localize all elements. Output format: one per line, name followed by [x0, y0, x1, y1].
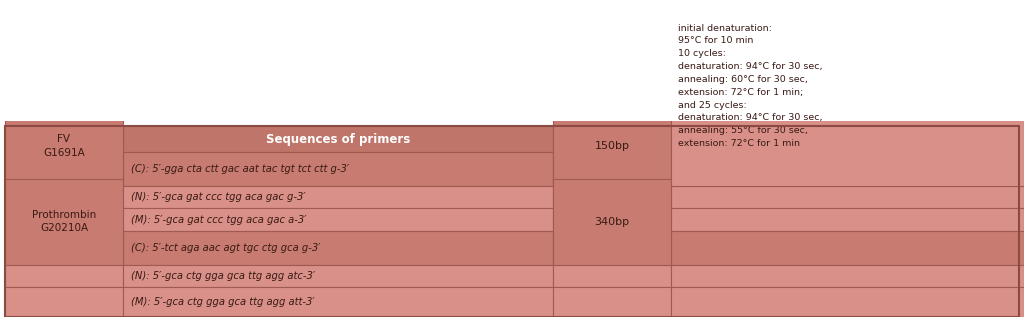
- Bar: [671, 265, 1024, 288]
- Bar: [553, 265, 671, 288]
- Bar: [123, 288, 553, 317]
- Bar: [553, 288, 671, 317]
- Bar: [5, 152, 123, 185]
- Bar: [553, 231, 671, 265]
- Bar: [553, 152, 671, 185]
- Bar: [671, 126, 1024, 152]
- Text: (N): 5′-gca gat ccc tgg aca gac g-3′: (N): 5′-gca gat ccc tgg aca gac g-3′: [131, 192, 306, 202]
- Text: PCR Thermal profile: PCR Thermal profile: [781, 133, 913, 146]
- Bar: [5, 126, 123, 152]
- Bar: [5, 179, 123, 265]
- Text: (N): 5′-gca ctg gga gca ttg agg atc-3′: (N): 5′-gca ctg gga gca ttg agg atc-3′: [131, 271, 315, 281]
- Bar: [671, 185, 1024, 208]
- Bar: [5, 231, 123, 265]
- Text: (C): 5′-gga cta ctt gac aat tac tgt tct ctt g-3′: (C): 5′-gga cta ctt gac aat tac tgt tct …: [131, 164, 349, 174]
- Bar: [553, 107, 671, 185]
- Text: PCR products: PCR products: [570, 134, 653, 144]
- Text: FV
G1691A: FV G1691A: [43, 134, 85, 158]
- Text: (M): 5′-gca ctg gga gca ttg agg att-3′: (M): 5′-gca ctg gga gca ttg agg att-3′: [131, 297, 314, 307]
- Bar: [5, 208, 123, 231]
- Bar: [671, 231, 1024, 265]
- Text: 150bp: 150bp: [594, 141, 630, 151]
- Text: 340bp: 340bp: [594, 217, 630, 227]
- Bar: [123, 231, 553, 265]
- Text: Mutations: Mutations: [31, 133, 97, 146]
- Bar: [123, 152, 553, 185]
- Bar: [553, 179, 671, 265]
- Bar: [123, 265, 553, 288]
- Text: Sequences of primers: Sequences of primers: [266, 133, 410, 146]
- Bar: [553, 208, 671, 231]
- Bar: [5, 107, 123, 185]
- Bar: [5, 288, 123, 317]
- Bar: [671, 21, 1024, 185]
- Bar: [123, 185, 553, 208]
- Bar: [671, 208, 1024, 231]
- Bar: [123, 126, 553, 152]
- Bar: [5, 265, 123, 288]
- Bar: [671, 152, 1024, 185]
- Bar: [123, 208, 553, 231]
- Text: (M): 5′-gca gat ccc tgg aca gac a-3′: (M): 5′-gca gat ccc tgg aca gac a-3′: [131, 215, 306, 225]
- Bar: [553, 185, 671, 208]
- Text: (C): 5′-tct aga aac agt tgc ctg gca g-3′: (C): 5′-tct aga aac agt tgc ctg gca g-3′: [131, 243, 321, 253]
- Text: Prothrombin
G20210A: Prothrombin G20210A: [32, 210, 96, 233]
- Bar: [553, 126, 671, 152]
- Bar: [671, 288, 1024, 317]
- Bar: [5, 185, 123, 208]
- Text: initial denaturation:
95°C for 10 min
10 cycles:
denaturation: 94°C for 30 sec,
: initial denaturation: 95°C for 10 min 10…: [678, 23, 822, 148]
